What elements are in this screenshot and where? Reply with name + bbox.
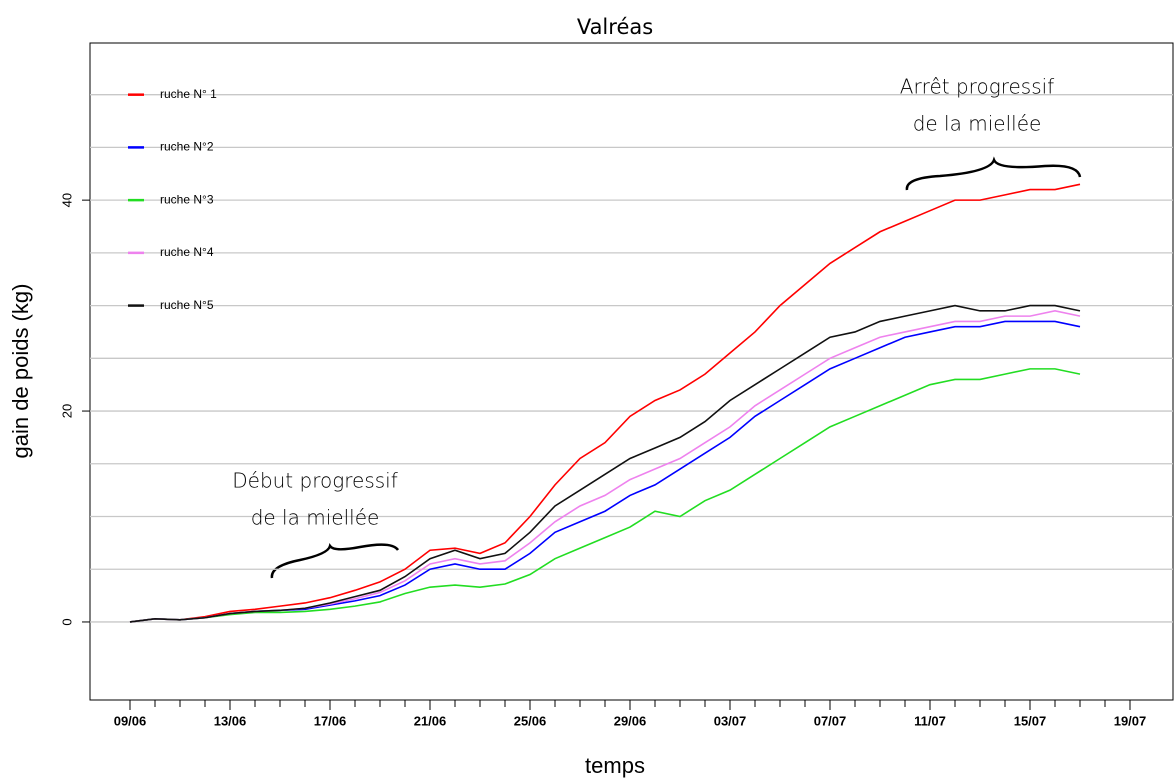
annotation: de la miellée <box>251 506 380 530</box>
brace <box>905 156 1082 191</box>
y-tick-label: 40 <box>59 193 74 207</box>
series-line <box>129 304 1081 623</box>
x-tick-label: 11/07 <box>914 713 946 728</box>
y-tick-label: 20 <box>59 404 74 418</box>
series-line <box>129 368 1081 623</box>
x-tick-label: 29/06 <box>614 713 647 728</box>
series-line <box>129 183 1081 623</box>
x-tick-label: 03/07 <box>714 713 747 728</box>
annotation: Arrêt progressif <box>900 75 1054 99</box>
y-tick-label: 0 <box>59 618 74 625</box>
legend-label: ruche N°5 <box>160 298 214 312</box>
x-tick-label: 13/06 <box>214 713 247 728</box>
x-tick-label: 15/07 <box>1014 713 1047 728</box>
legend-label: ruche N°2 <box>160 140 214 154</box>
brace <box>270 542 400 579</box>
x-tick-label: 07/07 <box>814 713 847 728</box>
x-tick-label: 21/06 <box>414 713 447 728</box>
legend-label: ruche N°3 <box>160 192 214 206</box>
x-tick-label: 09/06 <box>114 713 147 728</box>
plot-frame <box>89 42 1174 701</box>
x-tick-label: 19/07 <box>1114 713 1147 728</box>
y-axis-label: gain de poids (kg) <box>8 284 33 459</box>
x-tick-label: 17/06 <box>314 713 347 728</box>
legend-label: ruche N° 1 <box>160 87 217 101</box>
annotation: de la miellée <box>913 112 1042 136</box>
chart-title: Valréas <box>577 15 653 39</box>
x-axis-label: temps <box>585 753 645 778</box>
legend-label: ruche N°4 <box>160 245 214 259</box>
annotation: Début progressif <box>232 469 398 493</box>
x-tick-label: 25/06 <box>514 713 547 728</box>
